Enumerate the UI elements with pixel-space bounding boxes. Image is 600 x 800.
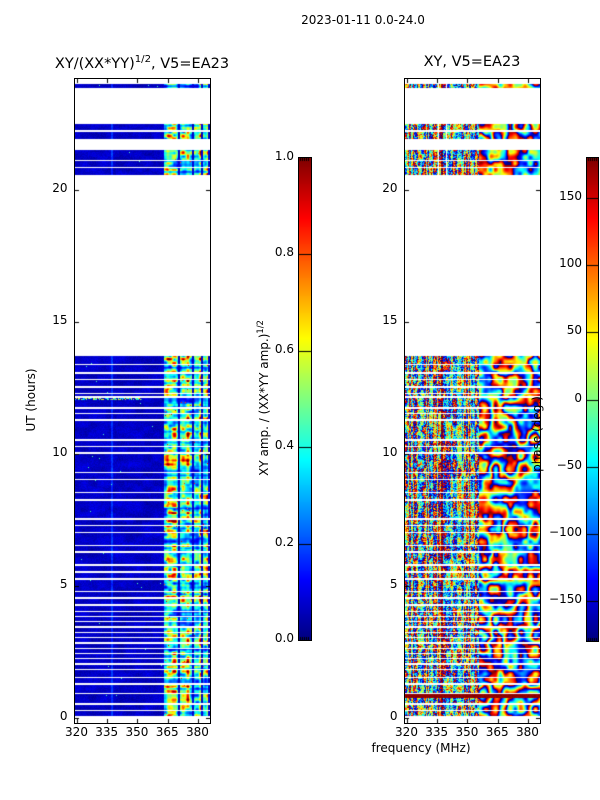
amplitude-colorbar-tick-label: 0.4 [274, 438, 294, 453]
figure-title: 2023-01-11 0.0-24.0 [301, 13, 425, 27]
amplitude-colorbar-tick-label: 0.2 [274, 534, 294, 549]
amplitude-heatmap [75, 79, 210, 723]
amplitude-colorbar-gradient [299, 158, 311, 640]
left-panel-x-tick-label: 350 [125, 725, 149, 739]
right-panel-y-tick-label: 0 [389, 709, 398, 724]
left-panel-x-tick-label: 320 [65, 725, 88, 739]
ut-axis-label: UT (hours) [24, 368, 38, 432]
left-panel-x-tick-label: 365 [155, 725, 179, 739]
amplitude-colorbar-tick-label: 0.8 [274, 245, 294, 260]
left-panel-y-tick-label: 20 [52, 181, 68, 196]
phase-colorbar-gradient [587, 158, 598, 641]
phase-colorbar-tick-label: 150 [559, 189, 582, 204]
right-panel-x-tick-label: 365 [485, 725, 509, 739]
phase-colorbar-tick-label: −100 [549, 524, 582, 539]
amplitude-colorbar-tick-label: 0.0 [274, 631, 294, 645]
right-panel-x-tick-label: 380 [515, 725, 539, 739]
phase-colorbar [586, 157, 599, 642]
right-panel-x-tick-label: 320 [395, 725, 418, 739]
phase-heatmap [405, 79, 540, 723]
right-panel-y-tick-label: 10 [382, 445, 398, 460]
phase-heatmap-panel [404, 78, 541, 724]
left-panel-title-suffix: , V5=EA23 [151, 55, 230, 72]
amplitude-colorbar [298, 157, 312, 641]
left-panel-x-tick-label: 335 [95, 725, 119, 739]
phase-colorbar-tick-label: 50 [566, 323, 582, 338]
right-panel-y-tick-label: 5 [389, 577, 398, 592]
phase-colorbar-tick-label: 100 [559, 256, 582, 271]
frequency-axis-label: frequency (MHz) [371, 741, 471, 755]
left-panel-title: XY/(XX*YY)1/2, V5=EA23 [55, 54, 229, 72]
left-panel-y-tick-label: 15 [52, 313, 68, 328]
left-panel-y-tick-label: 0 [59, 709, 68, 724]
right-panel-title: XY, V5=EA23 [423, 54, 521, 70]
phase-colorbar-tick-label: 0 [574, 390, 582, 405]
right-panel-y-tick-label: 15 [382, 313, 398, 328]
phase-colorbar-tick-label: −150 [549, 591, 582, 606]
right-panel-x-tick-label: 350 [455, 725, 479, 739]
right-panel-x-tick-label: 335 [425, 725, 449, 739]
amplitude-heatmap-panel [74, 78, 211, 724]
left-panel-y-tick-label: 10 [52, 445, 68, 460]
amplitude-colorbar-tick-label: 0.6 [274, 341, 294, 356]
amplitude-colorbar-label-exponent: 1/2 [255, 320, 265, 334]
left-panel-y-tick-label: 5 [59, 577, 68, 592]
phase-colorbar-tick-label: −50 [556, 457, 582, 472]
left-panel-title-base: XY/(XX*YY) [54, 55, 135, 72]
amplitude-colorbar-tick-label: 1.0 [274, 149, 294, 163]
left-panel-title-exponent: 1/2 [134, 54, 152, 65]
left-panel-x-tick-label: 380 [185, 725, 209, 739]
right-panel-y-tick-label: 20 [382, 181, 398, 196]
